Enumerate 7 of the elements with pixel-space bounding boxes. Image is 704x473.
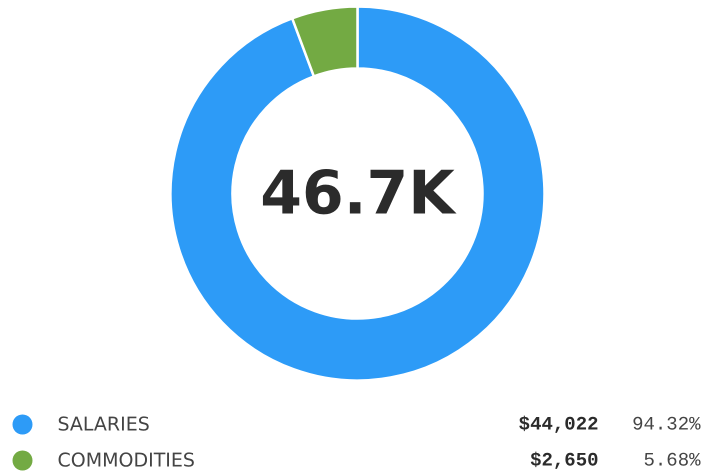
text: 46.7K [260, 158, 458, 228]
text: 5.68% [643, 450, 702, 472]
text: 94.32% [632, 414, 702, 436]
legend-label: COMMODITIES [58, 450, 195, 472]
data-label: $2,650 [530, 450, 599, 472]
legend-label: SALARIES [58, 414, 150, 436]
data-label: $44,022 [518, 414, 599, 436]
